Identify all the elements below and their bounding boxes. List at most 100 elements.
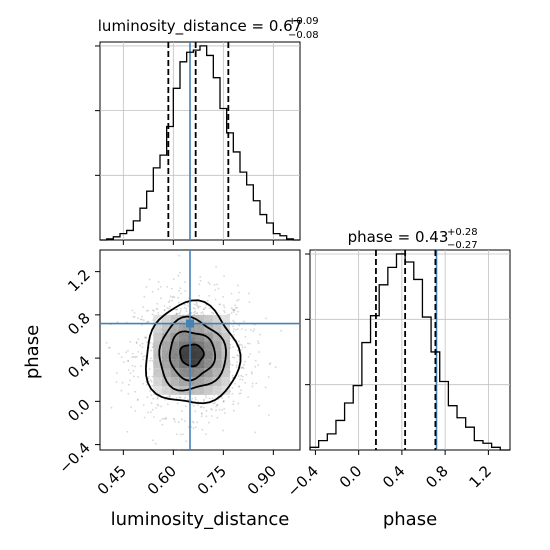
joint-scatter-point (254, 431, 257, 434)
joint-scatter-point (140, 352, 143, 355)
joint-scatter-point (205, 409, 208, 412)
joint-scatter-point (194, 410, 197, 413)
joint-xticklabel-2: 0.75 (194, 462, 230, 498)
joint-scatter-point (145, 310, 148, 312)
joint-scatter-point (150, 379, 152, 381)
joint-scatter-point (208, 421, 210, 424)
joint-scatter-point (132, 355, 135, 358)
joint-scatter-point (160, 297, 162, 300)
joint-scatter-point (179, 271, 182, 274)
joint-density-cell (221, 314, 230, 324)
joint-scatter-point (174, 420, 176, 423)
joint-density-cell (153, 386, 162, 395)
joint-scatter-point (215, 409, 217, 412)
joint-scatter-point (244, 329, 247, 331)
joint-scatter-point (146, 340, 149, 343)
joint-scatter-point (108, 346, 110, 349)
joint-scatter-point (193, 405, 195, 407)
joint-scatter-point (157, 404, 160, 407)
joint-scatter-point (166, 306, 169, 309)
joint-scatter-point (237, 375, 240, 377)
joint-scatter-point (159, 286, 162, 288)
joint-scatter-point (230, 312, 233, 314)
joint-scatter-point (257, 364, 259, 366)
joint-scatter-point (231, 374, 234, 377)
joint-density-cell (213, 350, 222, 360)
joint-scatter-point (125, 351, 127, 354)
joint-scatter-point (232, 325, 235, 328)
joint-scatter-point (241, 346, 244, 349)
joint-scatter-point (244, 360, 247, 363)
joint-scatter-point (236, 306, 238, 309)
joint-scatter-point (223, 309, 225, 312)
joint-scatter-point (239, 378, 242, 381)
joint-density-cell (195, 377, 205, 386)
joint-scatter-point (240, 344, 243, 346)
joint-density-cell (204, 377, 213, 386)
joint-scatter-point (157, 288, 160, 290)
joint-scatter-point (147, 377, 150, 380)
joint-scatter-point (242, 367, 245, 370)
joint-scatter-point (141, 318, 143, 321)
joint-scatter-point (170, 287, 173, 290)
joint-scatter-point (211, 408, 213, 411)
joint-scatter-point (233, 321, 236, 323)
joint-scatter-point (161, 417, 164, 420)
joint-scatter-point (222, 295, 225, 298)
joint-density-cell (187, 368, 196, 378)
joint-density-cell (221, 368, 230, 378)
joint-scatter-point (200, 413, 203, 415)
joint-scatter-point (172, 295, 175, 298)
joint-scatter-point (151, 290, 154, 293)
joint-scatter-point (248, 292, 250, 295)
joint-scatter-point (236, 354, 239, 356)
joint-scatter-point (165, 418, 167, 420)
joint-scatter-point (196, 421, 199, 424)
joint-scatter-point (193, 311, 195, 314)
joint-yticklabel-0: −0.4 (55, 439, 93, 477)
joint-scatter-point (127, 383, 130, 386)
joint-scatter-point (229, 337, 232, 340)
joint-scatter-point (222, 400, 225, 402)
joint-contour-2 (158, 315, 227, 392)
joint-scatter-point (133, 315, 136, 318)
hist-ld-title-plus: +0.09 (288, 16, 319, 27)
joint-scatter-point (205, 433, 207, 435)
joint-scatter-point (135, 341, 138, 344)
joint-scatter-point (132, 316, 135, 318)
joint-density-cell (187, 377, 196, 386)
joint-scatter-point (156, 398, 159, 400)
joint-scatter-point (235, 313, 238, 316)
joint-scatter-point (214, 402, 216, 404)
joint-scatter-point (151, 384, 154, 387)
joint-scatter-point (171, 299, 174, 302)
joint-scatter-point (151, 359, 154, 362)
joint-scatter-point (148, 368, 151, 370)
joint-scatter-point (217, 287, 220, 290)
joint-scatter-point (236, 361, 239, 363)
joint-density-cell (170, 314, 179, 324)
joint-scatter-point (147, 320, 150, 323)
joint-scatter-point (185, 307, 188, 310)
joint-scatter-point (229, 363, 232, 366)
joint-scatter-point (142, 355, 145, 358)
joint-scatter-point (110, 406, 113, 409)
joint-scatter-point (120, 356, 123, 358)
joint-scatter-point (248, 301, 251, 303)
joint-scatter-point (150, 394, 153, 397)
joint-scatter-point (243, 364, 246, 366)
hist-phase-xticklabel-4: 1.2 (466, 462, 496, 492)
joint-density-cell (213, 368, 222, 378)
joint-scatter-point (150, 402, 153, 405)
joint-scatter-point (249, 353, 252, 355)
joint-scatter-point (137, 317, 139, 320)
joint-scatter-point (205, 415, 208, 418)
joint-scatter-point (234, 382, 237, 385)
joint-scatter-point (163, 305, 166, 307)
joint-scatter-point (132, 369, 135, 372)
joint-scatter-point (156, 403, 159, 406)
joint-scatter-point (211, 311, 213, 314)
joint-scatter-point (139, 365, 142, 367)
joint-truth-marker (186, 319, 194, 328)
joint-density-cell (221, 359, 230, 369)
